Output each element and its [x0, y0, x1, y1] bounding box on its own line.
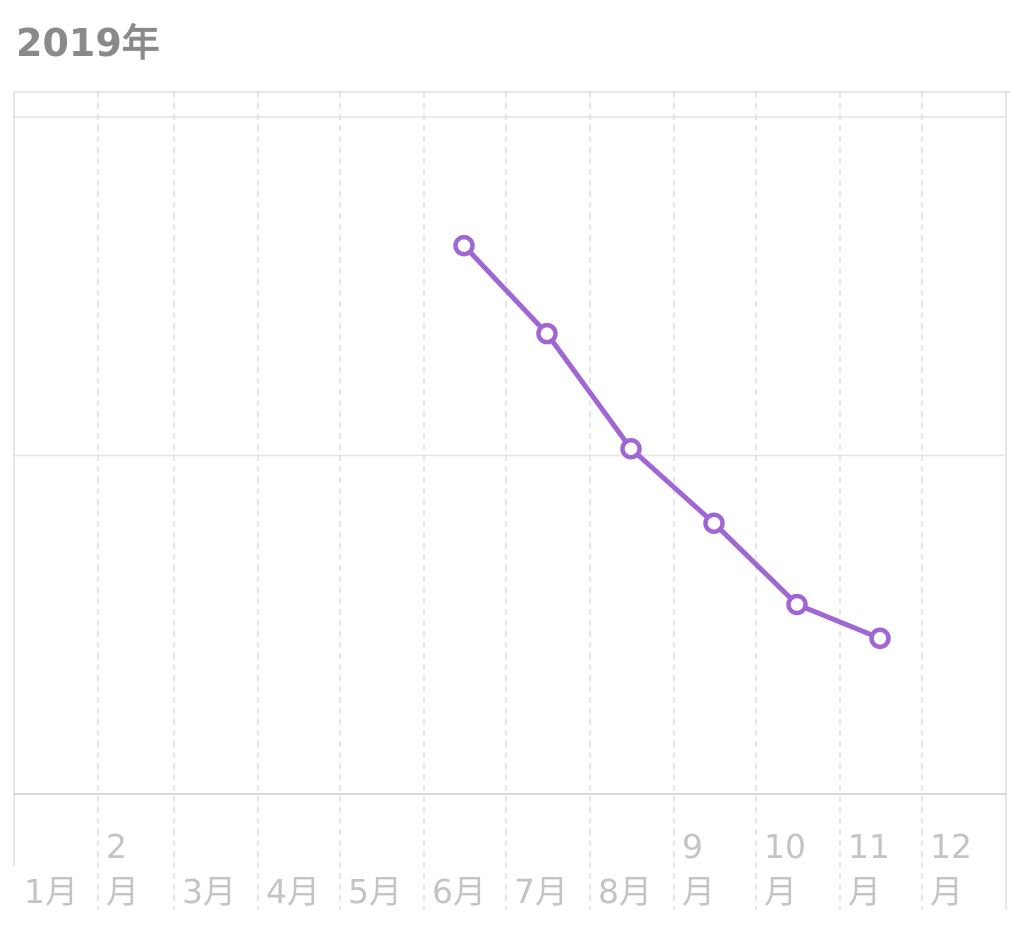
- data-points-layer: [453, 234, 891, 650]
- x-tick-label: 1月: [24, 872, 78, 911]
- data-point-10月: [786, 593, 808, 616]
- x-tick-label: 6月: [432, 872, 486, 911]
- x-tick-labels: 1月 2 月 3月 4月 5月 6月 7月 8月 9 月 10 月 11 月 12 月: [24, 827, 972, 911]
- year-title: 2019年: [16, 21, 160, 65]
- x-tick-label: 月: [682, 872, 715, 911]
- data-point-8月: [620, 437, 642, 460]
- chart-frame: [13, 91, 1011, 910]
- series-line: [461, 243, 883, 641]
- x-tick-label-top: 12: [930, 827, 972, 866]
- x-tick-label: 8月: [598, 872, 652, 911]
- x-tick-label: 月: [930, 872, 963, 911]
- data-point-9月: [703, 512, 725, 534]
- x-tick-label-top: 11: [848, 827, 890, 866]
- x-tick-label-top: 10: [764, 827, 806, 866]
- x-tick-label-top: 9: [682, 827, 703, 866]
- data-point-11月: [869, 627, 891, 650]
- x-tick-label: 月: [106, 872, 139, 911]
- data-point-7月: [536, 322, 558, 345]
- x-tick-label: 7月: [514, 872, 568, 911]
- x-tick-label: 4月: [266, 872, 320, 911]
- chart-grid: [14, 92, 1006, 910]
- x-tick-label: 月: [764, 872, 797, 911]
- x-tick-label: 3月: [182, 872, 236, 911]
- x-tick-label: 月: [848, 872, 881, 911]
- data-point-6月: [453, 234, 475, 257]
- x-tick-label-top: 2: [106, 827, 127, 866]
- x-tick-label: 5月: [348, 872, 402, 911]
- series-line-layer: [461, 243, 883, 641]
